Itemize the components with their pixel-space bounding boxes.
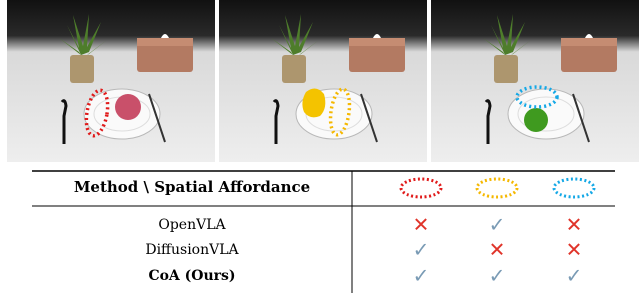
method-name: OpenVLA bbox=[158, 217, 226, 233]
result-symbol: ✕ bbox=[413, 213, 430, 237]
result-symbol: ✓ bbox=[566, 264, 583, 288]
photo bbox=[219, 0, 427, 162]
result-symbol: ✓ bbox=[413, 238, 430, 262]
table: Method \ Spatial Affordance bbox=[32, 171, 615, 293]
photo bbox=[7, 0, 215, 162]
affordance-icon bbox=[554, 179, 594, 197]
result-symbol: ✕ bbox=[566, 238, 583, 262]
result-symbol: ✓ bbox=[489, 213, 506, 237]
affordance-icon bbox=[401, 179, 441, 197]
result-symbol: ✕ bbox=[489, 238, 506, 262]
affordance-icon bbox=[477, 179, 517, 197]
method-name: DiffusionVLA bbox=[145, 242, 239, 258]
result-symbol: ✓ bbox=[489, 264, 506, 288]
method-name: CoA (Ours) bbox=[148, 268, 235, 284]
figure: Method \ Spatial Affordance OpenVLA✕✓✕Di… bbox=[0, 0, 640, 293]
result-symbol: ✓ bbox=[413, 264, 430, 288]
result-symbol: ✕ bbox=[566, 213, 583, 237]
header: Method \ Spatial Affordance bbox=[74, 178, 310, 196]
photo bbox=[431, 0, 639, 162]
